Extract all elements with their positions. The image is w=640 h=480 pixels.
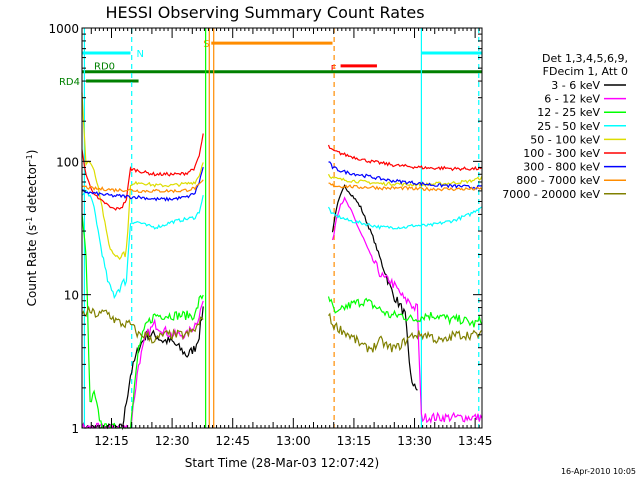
legend-entry-1: 6 - 12 keV: [544, 93, 600, 106]
series-line-3-seg-1: [327, 206, 483, 230]
x-tick-label: 13:30: [397, 434, 432, 448]
legend-entry-6: 300 - 800 keV: [523, 161, 600, 174]
legend-entry-4: 50 - 100 keV: [530, 133, 600, 146]
y-tick-label: 100: [56, 155, 79, 169]
x-tick-label: 12:15: [94, 434, 129, 448]
series-line-2-seg-1: [327, 296, 483, 328]
render-timestamp: 16-Apr-2010 10:05: [561, 467, 636, 476]
x-tick-label: 13:45: [458, 434, 493, 448]
series-line-5-seg-1: [327, 144, 483, 172]
y-tick-label: 10: [64, 289, 79, 303]
chart-title: HESSI Observing Summary Count Rates: [105, 3, 424, 22]
legend-entry-2: 12 - 25 keV: [537, 106, 600, 119]
y-axis-label: Count Rate (s-1 detector-1): [25, 150, 40, 307]
legend-entry-3: 25 - 50 keV: [537, 120, 600, 133]
series-line-6-seg-1: [328, 161, 483, 190]
x-axis-label: Start Time (28-Mar-03 12:07:42): [185, 456, 379, 470]
series-line-8-seg-1: [328, 312, 483, 353]
series-line-0-seg-0: [81, 306, 204, 431]
series-line-1-seg-1: [331, 196, 483, 425]
series-line-7-seg-1: [328, 182, 483, 192]
y-tick-label: 1000: [48, 22, 79, 36]
plot-frame: [81, 27, 483, 429]
legend-entry-0: 3 - 6 keV: [551, 79, 600, 92]
series-line-7-seg-0: [81, 179, 204, 194]
x-tick-label: 12:45: [215, 434, 250, 448]
series-line-1-seg-0: [81, 300, 204, 430]
series-line-4-seg-0: [81, 92, 204, 261]
x-tick-label: 12:30: [155, 434, 190, 448]
flag-label-0: N: [136, 49, 143, 60]
flag-label-2: S: [203, 39, 209, 50]
legend-header-1: FDecim 1, Att 0: [543, 65, 628, 78]
flag-label-5: RD4: [59, 77, 80, 88]
series-line-8-seg-0: [81, 305, 204, 344]
y-axis-ticks: 1 10 100 1000: [48, 22, 482, 436]
legend-header-0: Det 1,3,4,5,6,9,: [542, 52, 628, 65]
event-markers: [83, 28, 480, 428]
x-tick-label: 13:15: [337, 434, 372, 448]
observing-flags: N S F RD0 RD4: [59, 39, 482, 88]
series-lines: [81, 92, 483, 431]
series-line-6-seg-0: [81, 166, 204, 202]
legend: Det 1,3,4,5,6,9,FDecim 1, Att 03 - 6 keV…: [502, 52, 628, 201]
legend-entry-5: 100 - 300 keV: [523, 147, 600, 160]
legend-entry-7: 800 - 7000 keV: [516, 174, 600, 187]
series-line-3-seg-0: [81, 189, 204, 300]
x-axis-ticks: 12:15 12:30 12:45 13:00 13:15 13:30 13:45: [90, 28, 493, 448]
legend-entry-8: 7000 - 20000 keV: [502, 188, 600, 201]
flag-label-3: F: [331, 64, 337, 75]
series-line-0-seg-1: [331, 183, 418, 391]
series-line-5-seg-0: [81, 133, 204, 211]
series-line-4-seg-1: [327, 173, 483, 188]
y-tick-label: 1: [71, 422, 79, 436]
x-tick-label: 13:00: [276, 434, 311, 448]
flag-label-4: RD0: [94, 62, 115, 73]
